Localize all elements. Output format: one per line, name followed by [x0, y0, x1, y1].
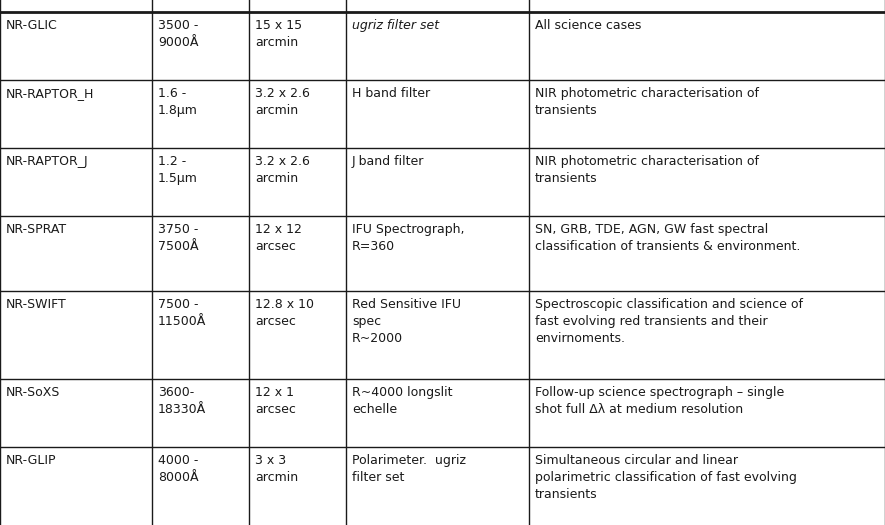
- Text: IFU Spectrograph,
R=360: IFU Spectrograph, R=360: [352, 223, 465, 253]
- Text: 7500 -
11500Å: 7500 - 11500Å: [158, 298, 206, 328]
- Text: NR-GLIP: NR-GLIP: [6, 454, 57, 467]
- Text: Simultaneous circular and linear
polarimetric classification of fast evolving
tr: Simultaneous circular and linear polarim…: [535, 454, 796, 501]
- Text: R~4000 longslit
echelle: R~4000 longslit echelle: [352, 386, 452, 416]
- Text: 3.2 x 2.6
arcmin: 3.2 x 2.6 arcmin: [255, 87, 310, 117]
- Text: NR-SPRAT: NR-SPRAT: [6, 223, 67, 236]
- Text: NR-SWIFT: NR-SWIFT: [6, 298, 66, 311]
- Text: NR-SoXS: NR-SoXS: [6, 386, 60, 399]
- Text: 15 x 15
arcmin: 15 x 15 arcmin: [255, 19, 302, 49]
- Text: NR-RAPTOR_H: NR-RAPTOR_H: [6, 87, 95, 100]
- Text: Follow-up science spectrograph – single
shot full Δλ at medium resolution: Follow-up science spectrograph – single …: [535, 386, 784, 416]
- Text: SN, GRB, TDE, AGN, GW fast spectral
classification of transients & environment.: SN, GRB, TDE, AGN, GW fast spectral clas…: [535, 223, 800, 253]
- Text: Red Sensitive IFU
spec
R~2000: Red Sensitive IFU spec R~2000: [352, 298, 461, 345]
- Text: 12 x 12
arcsec: 12 x 12 arcsec: [255, 223, 302, 253]
- Text: 4000 -
8000Å: 4000 - 8000Å: [158, 454, 198, 484]
- Text: J band filter: J band filter: [352, 155, 425, 168]
- Text: NR-RAPTOR_J: NR-RAPTOR_J: [6, 155, 88, 168]
- Text: NR-GLIC: NR-GLIC: [6, 19, 58, 32]
- Text: ugriz filter set: ugriz filter set: [352, 19, 439, 32]
- Text: 3500 -
9000Å: 3500 - 9000Å: [158, 19, 198, 49]
- Text: NIR photometric characterisation of
transients: NIR photometric characterisation of tran…: [535, 87, 759, 117]
- Text: NIR photometric characterisation of
transients: NIR photometric characterisation of tran…: [535, 155, 759, 185]
- Text: 1.6 -
1.8μm: 1.6 - 1.8μm: [158, 87, 198, 117]
- Text: Polarimeter.  ugriz
filter set: Polarimeter. ugriz filter set: [352, 454, 466, 484]
- Text: Spectroscopic classification and science of
fast evolving red transients and the: Spectroscopic classification and science…: [535, 298, 803, 345]
- Text: 12.8 x 10
arcsec: 12.8 x 10 arcsec: [255, 298, 314, 328]
- Text: 3 x 3
arcmin: 3 x 3 arcmin: [255, 454, 298, 484]
- Text: 1.2 -
1.5μm: 1.2 - 1.5μm: [158, 155, 198, 185]
- Text: 12 x 1
arcsec: 12 x 1 arcsec: [255, 386, 296, 416]
- Text: 3.2 x 2.6
arcmin: 3.2 x 2.6 arcmin: [255, 155, 310, 185]
- Text: 3600-
18330Å: 3600- 18330Å: [158, 386, 206, 416]
- Text: H band filter: H band filter: [352, 87, 430, 100]
- Text: 3750 -
7500Å: 3750 - 7500Å: [158, 223, 198, 253]
- Text: All science cases: All science cases: [535, 19, 642, 32]
